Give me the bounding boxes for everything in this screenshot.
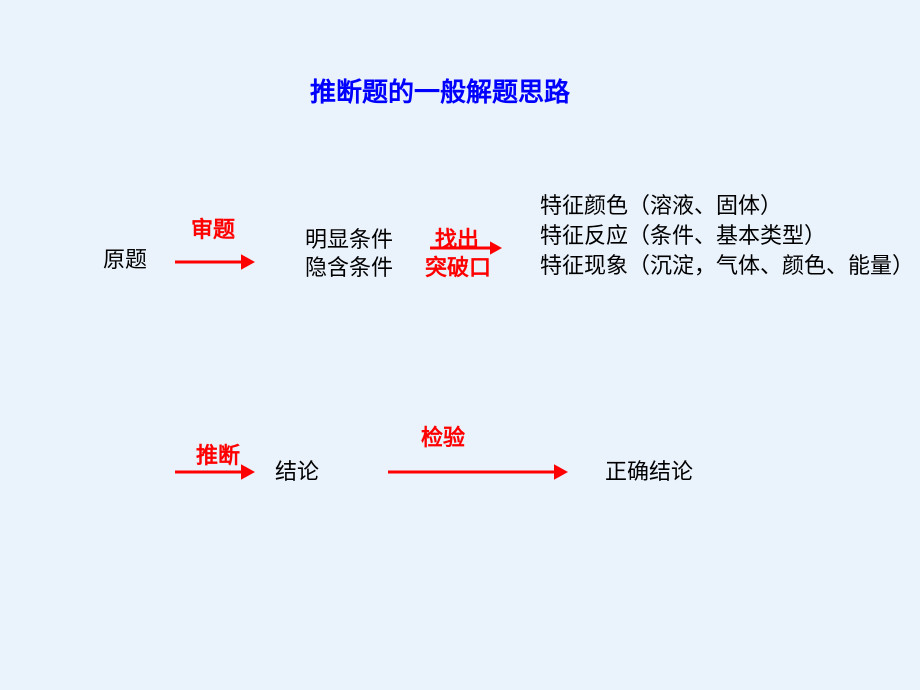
arrow-svg [0,0,920,690]
